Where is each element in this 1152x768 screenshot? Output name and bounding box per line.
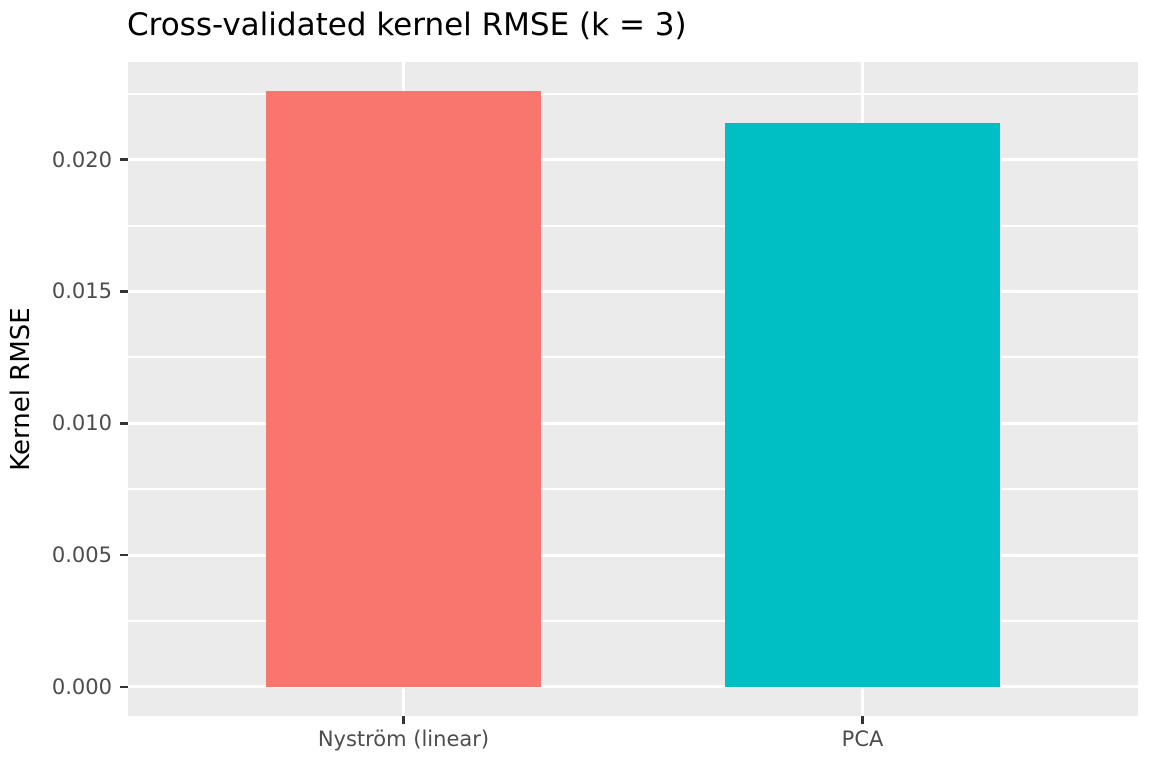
- y-axis-tick-label: 0.020: [51, 147, 112, 172]
- gridline-horizontal-minor: [128, 620, 1138, 623]
- gridline-horizontal-minor: [128, 224, 1138, 227]
- y-axis-tick-mark: [120, 553, 128, 557]
- gridline-horizontal-major: [128, 158, 1138, 162]
- gridline-horizontal-minor: [128, 488, 1138, 491]
- chart-title: Cross-validated kernel RMSE (k = 3): [127, 7, 687, 43]
- y-axis-tick-label: 0.000: [51, 674, 112, 699]
- y-axis-tick-mark: [120, 685, 128, 689]
- x-axis-tick-mark: [861, 716, 864, 724]
- y-axis-tick-label: 0.005: [51, 543, 112, 568]
- bar-nystrom-linear: [265, 91, 542, 687]
- y-axis-tick-mark: [120, 422, 128, 425]
- x-axis-tick-mark: [402, 716, 405, 724]
- plot-panel: [128, 62, 1138, 716]
- y-axis-title-text: Kernel RMSE: [6, 307, 36, 471]
- y-axis-tick-mark: [120, 290, 128, 293]
- y-axis-tick-label: 0.015: [51, 279, 112, 304]
- gridline-horizontal-major: [128, 685, 1138, 689]
- x-axis-tick-label: PCA: [841, 727, 884, 751]
- bar-pca: [724, 122, 1001, 687]
- gridline-horizontal-minor: [128, 92, 1138, 95]
- y-axis-tick-label: 0.010: [51, 411, 112, 436]
- gridline-horizontal-major: [128, 553, 1138, 557]
- gridline-horizontal-minor: [128, 356, 1138, 359]
- x-axis-tick-label: Nyström (linear): [317, 727, 490, 751]
- gridline-horizontal-major: [128, 289, 1138, 293]
- gridline-horizontal-major: [128, 421, 1138, 425]
- y-axis-tick-mark: [120, 158, 128, 161]
